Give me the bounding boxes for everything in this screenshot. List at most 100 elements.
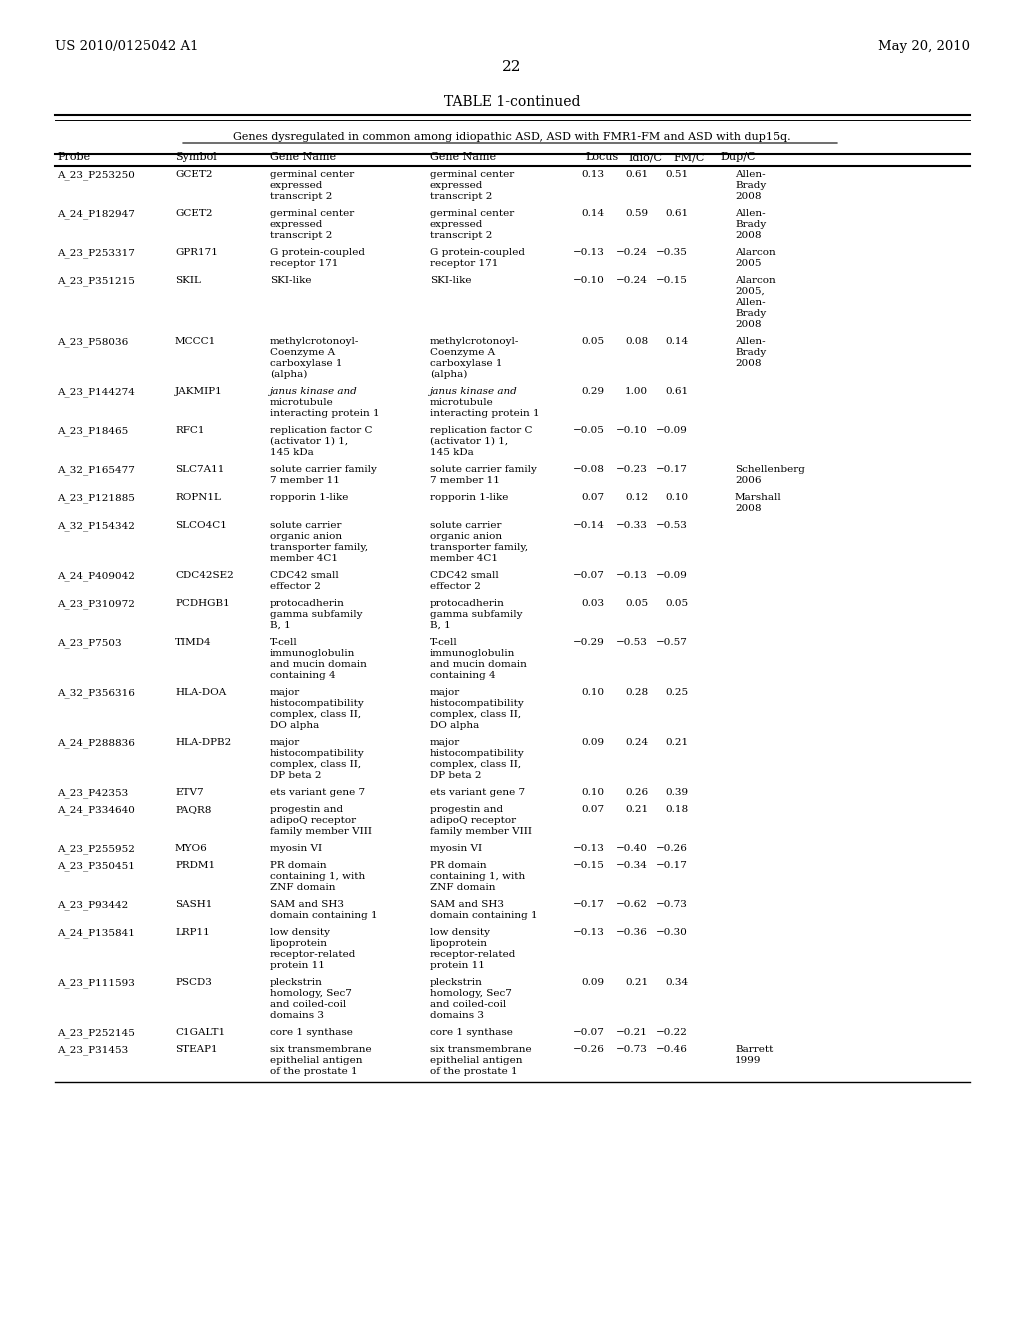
Text: major: major bbox=[270, 688, 300, 697]
Text: major: major bbox=[430, 688, 460, 697]
Text: DO alpha: DO alpha bbox=[430, 721, 479, 730]
Text: Allen-: Allen- bbox=[735, 170, 766, 180]
Text: 0.28: 0.28 bbox=[625, 688, 648, 697]
Text: −0.05: −0.05 bbox=[573, 426, 605, 436]
Text: ropporin 1-like: ropporin 1-like bbox=[430, 492, 508, 502]
Text: −0.33: −0.33 bbox=[616, 521, 648, 531]
Text: −0.17: −0.17 bbox=[573, 900, 605, 909]
Text: A_23_P255952: A_23_P255952 bbox=[57, 843, 135, 854]
Text: 0.21: 0.21 bbox=[625, 978, 648, 987]
Text: A_32_P154342: A_32_P154342 bbox=[57, 521, 135, 531]
Text: ETV7: ETV7 bbox=[175, 788, 204, 797]
Text: −0.53: −0.53 bbox=[616, 638, 648, 647]
Text: −0.17: −0.17 bbox=[656, 465, 688, 474]
Text: immunoglobulin: immunoglobulin bbox=[270, 649, 355, 657]
Text: 0.29: 0.29 bbox=[582, 387, 605, 396]
Text: SKIL: SKIL bbox=[175, 276, 201, 285]
Text: −0.40: −0.40 bbox=[616, 843, 648, 853]
Text: 0.10: 0.10 bbox=[582, 688, 605, 697]
Text: Genes dysregulated in common among idiopathic ASD, ASD with FMR1-FM and ASD with: Genes dysregulated in common among idiop… bbox=[233, 132, 791, 143]
Text: family member VIII: family member VIII bbox=[270, 828, 372, 836]
Text: TIMD4: TIMD4 bbox=[175, 638, 212, 647]
Text: PR domain: PR domain bbox=[430, 861, 486, 870]
Text: A_32_P165477: A_32_P165477 bbox=[57, 465, 135, 475]
Text: (activator 1) 1,: (activator 1) 1, bbox=[430, 437, 508, 446]
Text: gamma subfamily: gamma subfamily bbox=[430, 610, 522, 619]
Text: Locus: Locus bbox=[585, 152, 618, 162]
Text: GCET2: GCET2 bbox=[175, 170, 213, 180]
Text: SKI-like: SKI-like bbox=[270, 276, 311, 285]
Text: adipoQ receptor: adipoQ receptor bbox=[270, 816, 356, 825]
Text: 0.39: 0.39 bbox=[665, 788, 688, 797]
Text: expressed: expressed bbox=[430, 220, 483, 228]
Text: −0.10: −0.10 bbox=[616, 426, 648, 436]
Text: A_23_P121885: A_23_P121885 bbox=[57, 492, 135, 503]
Text: −0.13: −0.13 bbox=[573, 928, 605, 937]
Text: transcript 2: transcript 2 bbox=[430, 191, 493, 201]
Text: −0.17: −0.17 bbox=[656, 861, 688, 870]
Text: core 1 synthase: core 1 synthase bbox=[270, 1028, 353, 1038]
Text: expressed: expressed bbox=[430, 181, 483, 190]
Text: 2008: 2008 bbox=[735, 191, 762, 201]
Text: (activator 1) 1,: (activator 1) 1, bbox=[270, 437, 348, 446]
Text: MCCC1: MCCC1 bbox=[175, 337, 216, 346]
Text: A_23_P144274: A_23_P144274 bbox=[57, 387, 135, 397]
Text: B, 1: B, 1 bbox=[430, 620, 451, 630]
Text: PR domain: PR domain bbox=[270, 861, 327, 870]
Text: −0.08: −0.08 bbox=[573, 465, 605, 474]
Text: 0.18: 0.18 bbox=[665, 805, 688, 814]
Text: A_24_P409042: A_24_P409042 bbox=[57, 572, 135, 581]
Text: GPR171: GPR171 bbox=[175, 248, 218, 257]
Text: germinal center: germinal center bbox=[270, 170, 354, 180]
Text: 0.09: 0.09 bbox=[582, 738, 605, 747]
Text: Dup/C: Dup/C bbox=[720, 152, 756, 162]
Text: 7 member 11: 7 member 11 bbox=[430, 477, 500, 484]
Text: A_24_P334640: A_24_P334640 bbox=[57, 805, 135, 814]
Text: member 4C1: member 4C1 bbox=[270, 554, 338, 564]
Text: Allen-: Allen- bbox=[735, 209, 766, 218]
Text: member 4C1: member 4C1 bbox=[430, 554, 498, 564]
Text: FM/C: FM/C bbox=[673, 152, 705, 162]
Text: solute carrier: solute carrier bbox=[270, 521, 341, 531]
Text: effector 2: effector 2 bbox=[430, 582, 481, 591]
Text: A_23_P58036: A_23_P58036 bbox=[57, 337, 128, 347]
Text: A_23_P31453: A_23_P31453 bbox=[57, 1045, 128, 1055]
Text: transcript 2: transcript 2 bbox=[430, 231, 493, 240]
Text: −0.30: −0.30 bbox=[656, 928, 688, 937]
Text: major: major bbox=[270, 738, 300, 747]
Text: germinal center: germinal center bbox=[430, 209, 514, 218]
Text: SAM and SH3: SAM and SH3 bbox=[430, 900, 504, 909]
Text: SLC7A11: SLC7A11 bbox=[175, 465, 224, 474]
Text: 0.07: 0.07 bbox=[582, 805, 605, 814]
Text: DP beta 2: DP beta 2 bbox=[270, 771, 322, 780]
Text: Alarcon: Alarcon bbox=[735, 276, 776, 285]
Text: receptor 171: receptor 171 bbox=[270, 259, 338, 268]
Text: T-cell: T-cell bbox=[270, 638, 298, 647]
Text: CDC42 small: CDC42 small bbox=[270, 572, 339, 579]
Text: A_23_P253317: A_23_P253317 bbox=[57, 248, 135, 257]
Text: −0.15: −0.15 bbox=[656, 276, 688, 285]
Text: ZNF domain: ZNF domain bbox=[270, 883, 336, 892]
Text: −0.09: −0.09 bbox=[656, 426, 688, 436]
Text: 0.10: 0.10 bbox=[665, 492, 688, 502]
Text: ZNF domain: ZNF domain bbox=[430, 883, 496, 892]
Text: and mucin domain: and mucin domain bbox=[430, 660, 527, 669]
Text: PRDM1: PRDM1 bbox=[175, 861, 215, 870]
Text: 0.07: 0.07 bbox=[582, 492, 605, 502]
Text: A_23_P253250: A_23_P253250 bbox=[57, 170, 135, 180]
Text: receptor 171: receptor 171 bbox=[430, 259, 499, 268]
Text: interacting protein 1: interacting protein 1 bbox=[270, 409, 380, 418]
Text: replication factor C: replication factor C bbox=[270, 426, 373, 436]
Text: Coenzyme A: Coenzyme A bbox=[270, 348, 335, 356]
Text: PSCD3: PSCD3 bbox=[175, 978, 212, 987]
Text: 0.61: 0.61 bbox=[665, 209, 688, 218]
Text: protocadherin: protocadherin bbox=[430, 599, 505, 609]
Text: A_23_P310972: A_23_P310972 bbox=[57, 599, 135, 609]
Text: 145 kDa: 145 kDa bbox=[270, 447, 313, 457]
Text: low density: low density bbox=[430, 928, 490, 937]
Text: −0.07: −0.07 bbox=[573, 1028, 605, 1038]
Text: 0.08: 0.08 bbox=[625, 337, 648, 346]
Text: 0.09: 0.09 bbox=[582, 978, 605, 987]
Text: −0.35: −0.35 bbox=[656, 248, 688, 257]
Text: −0.73: −0.73 bbox=[656, 900, 688, 909]
